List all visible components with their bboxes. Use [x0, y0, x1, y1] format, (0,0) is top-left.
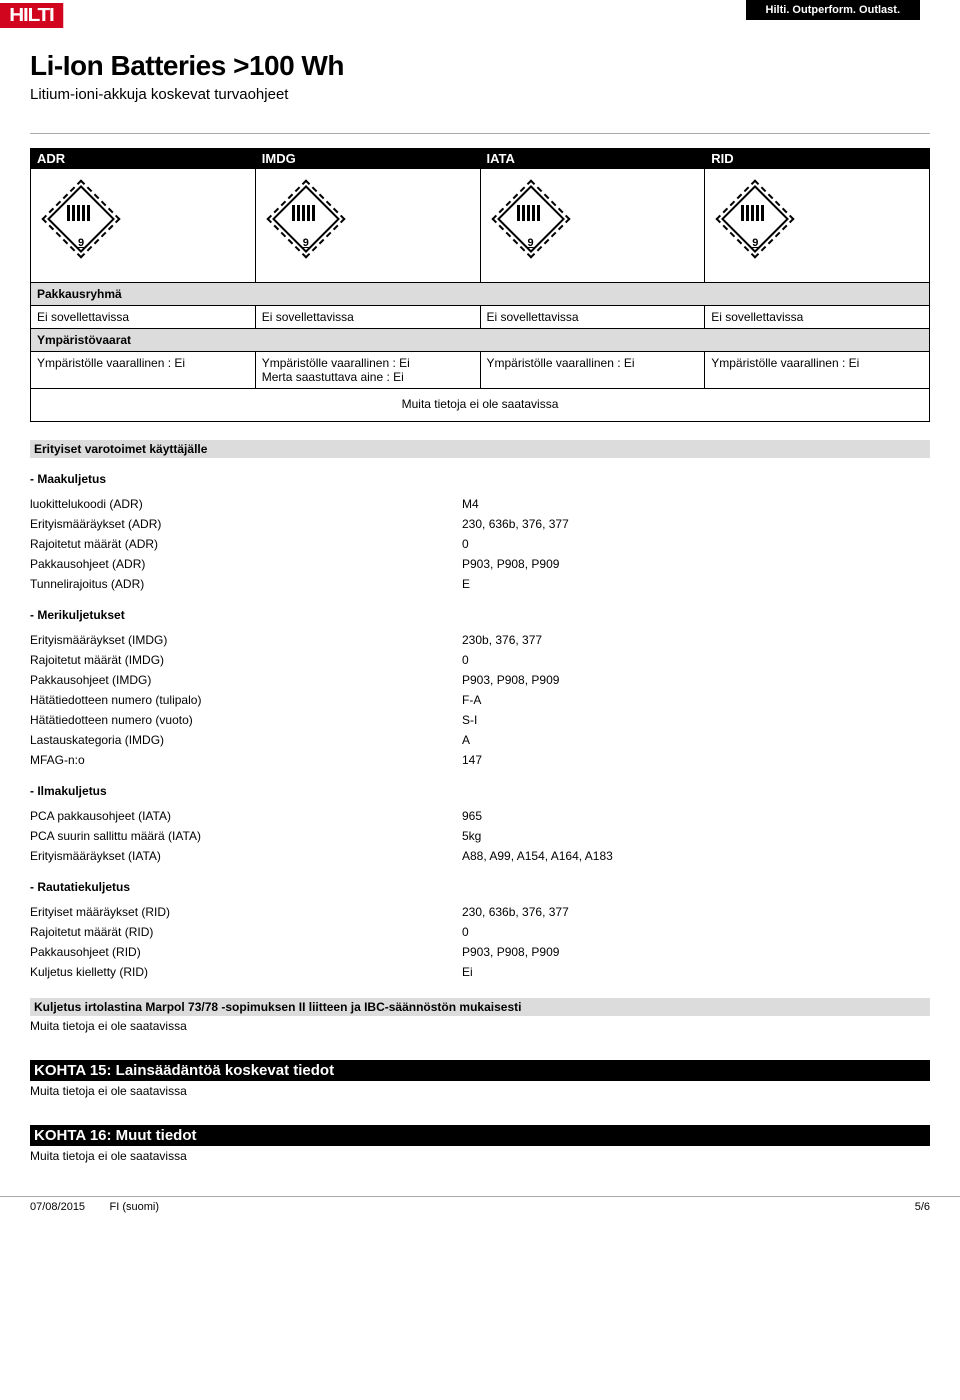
packing-imdg: Ei sovellettavissa: [255, 306, 480, 329]
packing-rid: Ei sovellettavissa: [705, 306, 930, 329]
env-imdg: Ympäristölle vaarallinen : Ei Merta saas…: [255, 352, 480, 389]
hazard-cell-adr: 9: [31, 169, 256, 283]
tagline: Hilti. Outperform. Outlast.: [746, 0, 920, 20]
env-hazard-header: Ympäristövaarat: [31, 329, 930, 352]
packing-adr: Ei sovellettavissa: [31, 306, 256, 329]
sea-transport-title: - Merikuljetukset: [30, 608, 930, 622]
page-footer: 07/08/2015 FI (suomi) 5/6: [0, 1196, 960, 1217]
brand-logo: HILTI: [0, 3, 63, 28]
env-rid: Ympäristölle vaarallinen : Ei: [705, 352, 930, 389]
env-iata: Ympäristölle vaarallinen : Ei: [480, 352, 705, 389]
hazard-class9-icon: 9: [41, 179, 121, 259]
section-15-header: KOHTA 15: Lainsäädäntöä koskevat tiedot: [30, 1060, 930, 1081]
col-iata: IATA: [480, 149, 705, 169]
footer-lang: FI (suomi): [110, 1201, 160, 1213]
footer-page: 5/6: [915, 1201, 930, 1213]
col-adr: ADR: [31, 149, 256, 169]
hazard-cell-rid: 9: [705, 169, 930, 283]
col-imdg: IMDG: [255, 149, 480, 169]
hazard-cell-iata: 9: [480, 169, 705, 283]
rail-transport-table: Erityiset määräykset (RID)230, 636b, 376…: [30, 902, 930, 982]
section-16-no-info: Muita tietoja ei ole saatavissa: [30, 1146, 930, 1166]
packing-iata: Ei sovellettavissa: [480, 306, 705, 329]
document-title: Li-Ion Batteries >100 Wh: [30, 50, 930, 82]
env-adr: Ympäristölle vaarallinen : Ei: [31, 352, 256, 389]
section-15-no-info: Muita tietoja ei ole saatavissa: [30, 1081, 930, 1101]
hazard-class9-icon: 9: [715, 179, 795, 259]
bulk-transport-header: Kuljetus irtolastina Marpol 73/78 -sopim…: [30, 998, 930, 1016]
land-transport-title: - Maakuljetus: [30, 472, 930, 486]
packing-group-header: Pakkausryhmä: [31, 283, 930, 306]
air-transport-table: PCA pakkausohjeet (IATA)965 PCA suurin s…: [30, 806, 930, 866]
sea-transport-table: Erityismääräykset (IMDG)230b, 376, 377 R…: [30, 630, 930, 770]
bulk-no-info: Muita tietoja ei ole saatavissa: [30, 1016, 930, 1036]
rail-transport-title: - Rautatiekuljetus: [30, 880, 930, 894]
hazard-class9-icon: 9: [491, 179, 571, 259]
divider: [30, 133, 930, 134]
no-other-info-row: Muita tietoja ei ole saatavissa: [31, 389, 930, 422]
document-subtitle: Litium-ioni-akkuja koskevat turvaohjeet: [30, 86, 930, 103]
land-transport-table: luokittelukoodi (ADR)M4 Erityismääräykse…: [30, 494, 930, 594]
air-transport-title: - Ilmakuljetus: [30, 784, 930, 798]
transport-table: ADR IMDG IATA RID 9 9: [30, 148, 930, 422]
footer-date: 07/08/2015: [30, 1201, 85, 1213]
section-16-header: KOHTA 16: Muut tiedot: [30, 1125, 930, 1146]
precautions-header: Erityiset varotoimet käyttäjälle: [30, 440, 930, 458]
hazard-cell-imdg: 9: [255, 169, 480, 283]
col-rid: RID: [705, 149, 930, 169]
hazard-class9-icon: 9: [266, 179, 346, 259]
